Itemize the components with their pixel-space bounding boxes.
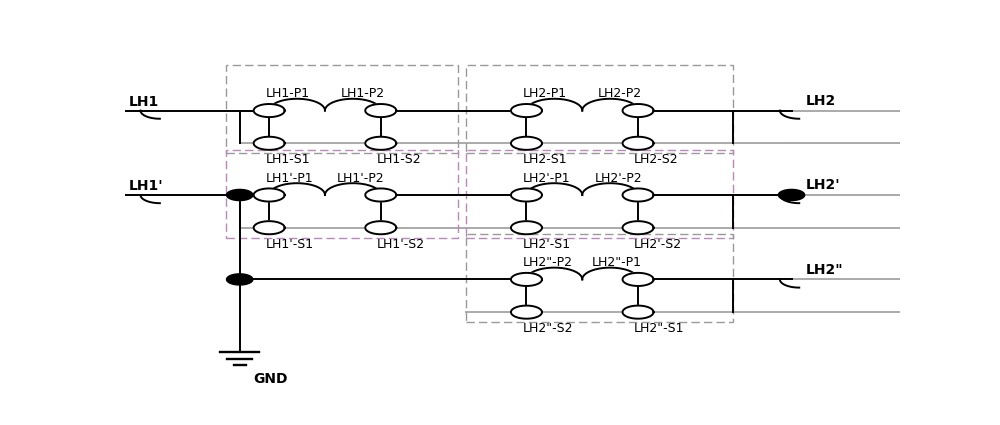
Text: LH1'-P1: LH1'-P1 — [265, 172, 313, 184]
Polygon shape — [778, 190, 805, 201]
Polygon shape — [365, 188, 396, 201]
Polygon shape — [623, 306, 654, 319]
Polygon shape — [365, 221, 396, 234]
Polygon shape — [511, 104, 542, 117]
Polygon shape — [623, 137, 654, 150]
Text: LH2'-P2: LH2'-P2 — [594, 172, 642, 184]
Polygon shape — [511, 306, 542, 319]
Polygon shape — [623, 104, 654, 117]
Text: GND: GND — [254, 372, 288, 386]
Text: LH1-S2: LH1-S2 — [377, 153, 422, 166]
Polygon shape — [623, 273, 654, 286]
Text: LH1'-S1: LH1'-S1 — [265, 238, 313, 250]
Polygon shape — [623, 221, 654, 234]
Polygon shape — [365, 104, 396, 117]
Text: LH2": LH2" — [805, 263, 843, 277]
Text: LH1-P2: LH1-P2 — [340, 87, 385, 100]
Polygon shape — [254, 137, 285, 150]
Text: LH2'-S2: LH2'-S2 — [634, 238, 682, 250]
Text: LH2-P1: LH2-P1 — [523, 87, 567, 100]
Polygon shape — [511, 221, 542, 234]
Polygon shape — [511, 273, 542, 286]
Text: LH2"-P2: LH2"-P2 — [523, 256, 573, 269]
Text: LH1'-P2: LH1'-P2 — [337, 172, 385, 184]
Text: LH2': LH2' — [805, 178, 840, 193]
Text: LH1'-S2: LH1'-S2 — [377, 238, 425, 250]
Polygon shape — [227, 190, 253, 201]
Polygon shape — [623, 188, 654, 201]
Text: LH2"-S2: LH2"-S2 — [523, 322, 573, 335]
Text: LH1-P1: LH1-P1 — [265, 87, 309, 100]
Text: LH2'-P1: LH2'-P1 — [523, 172, 570, 184]
Polygon shape — [254, 104, 285, 117]
Text: LH2'-S1: LH2'-S1 — [523, 238, 571, 250]
Text: LH2: LH2 — [805, 94, 836, 108]
Polygon shape — [365, 137, 396, 150]
Text: LH2-S2: LH2-S2 — [634, 153, 679, 166]
Text: LH1: LH1 — [129, 95, 159, 109]
Polygon shape — [511, 137, 542, 150]
Polygon shape — [254, 188, 285, 201]
Polygon shape — [511, 188, 542, 201]
Text: LH2-P2: LH2-P2 — [598, 87, 642, 100]
Text: LH1': LH1' — [129, 179, 164, 193]
Text: LH2"-S1: LH2"-S1 — [634, 322, 685, 335]
Polygon shape — [227, 274, 253, 285]
Text: LH2"-P1: LH2"-P1 — [592, 256, 642, 269]
Polygon shape — [254, 221, 285, 234]
Text: LH1-S1: LH1-S1 — [265, 153, 310, 166]
Text: LH2-S1: LH2-S1 — [523, 153, 567, 166]
